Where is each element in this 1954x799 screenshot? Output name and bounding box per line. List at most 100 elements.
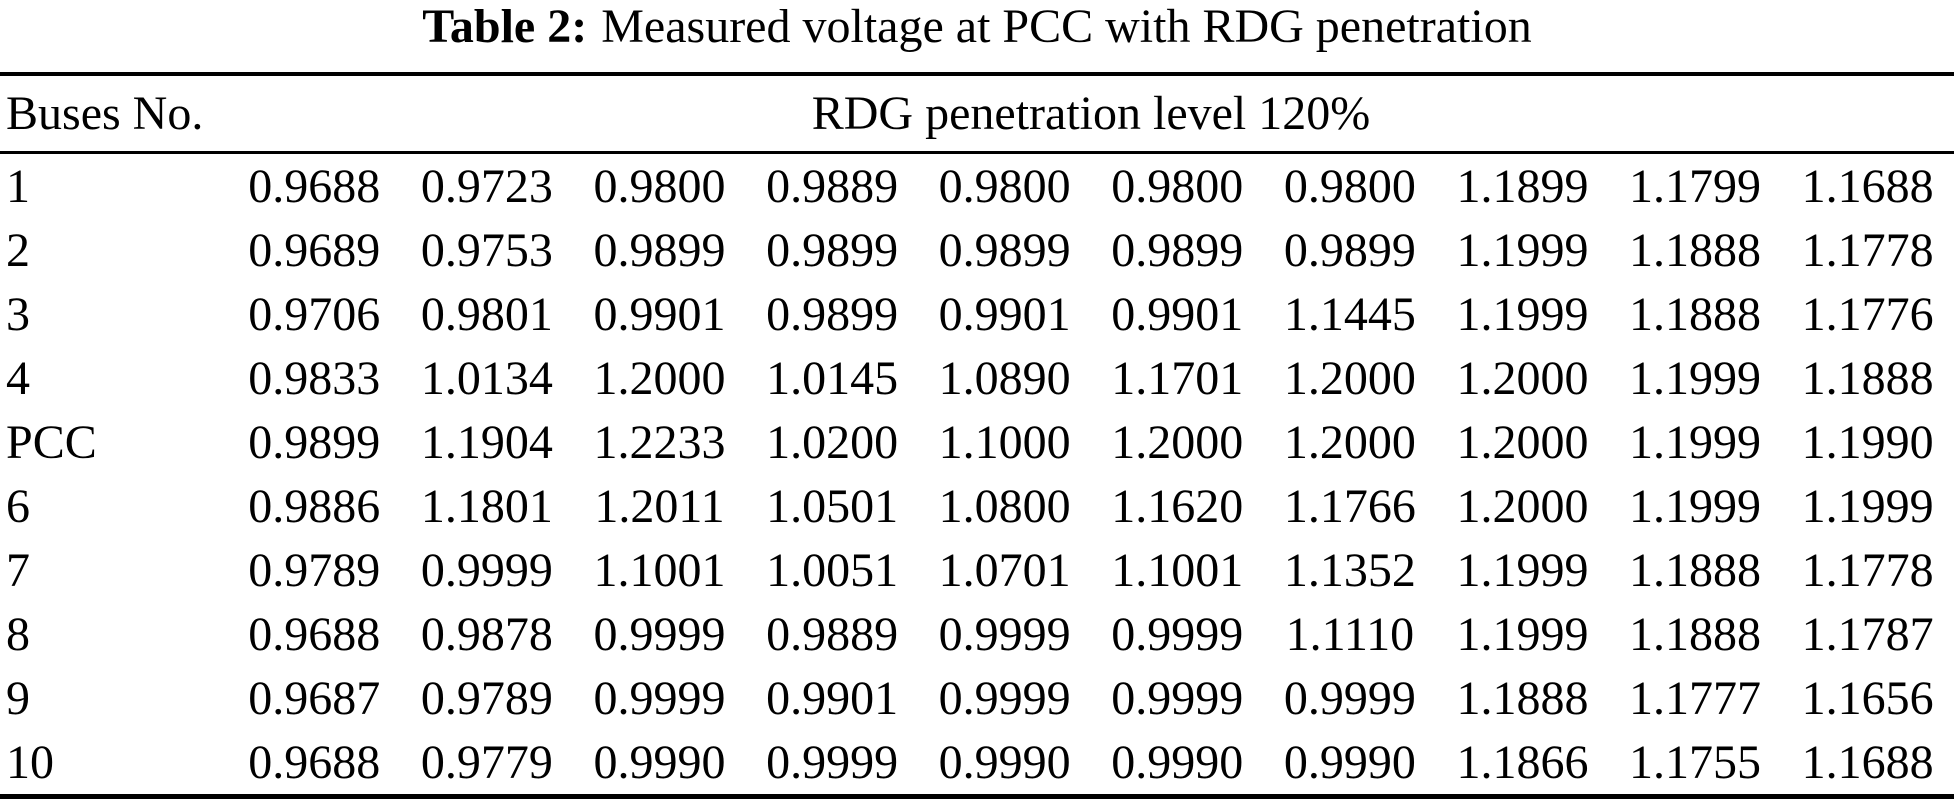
voltage-cell: 1.1888 bbox=[1801, 351, 1934, 405]
voltage-cell: 1.0501 bbox=[766, 479, 899, 533]
voltage-cell: 0.9999 bbox=[938, 671, 1071, 725]
voltage-cell: 0.9878 bbox=[420, 607, 553, 661]
table-row: 1 0.9688 0.9723 0.9800 0.9889 0.9800 0.9800 0.9… bbox=[0, 153, 1954, 219]
voltage-cell: 0.9899 bbox=[1111, 223, 1244, 277]
table-header: Buses No. RDG penetration level 120% bbox=[0, 74, 1954, 154]
voltage-cell: 0.9999 bbox=[1111, 607, 1244, 661]
voltage-cell: 0.9688 bbox=[248, 607, 381, 661]
voltage-cell: 1.1999 bbox=[1456, 607, 1589, 661]
voltage-cell: 0.9999 bbox=[593, 671, 726, 725]
voltage-cell: 0.9990 bbox=[593, 735, 726, 789]
voltage-cell: 1.1999 bbox=[1456, 223, 1589, 277]
voltage-cell: 0.9901 bbox=[1111, 287, 1244, 341]
column-header-rdg-penetration: RDG penetration level 120% bbox=[228, 74, 1954, 154]
voltage-cell: 1.2000 bbox=[1456, 479, 1589, 533]
voltage-cell: 1.1801 bbox=[420, 479, 553, 533]
voltage-cell: 1.1999 bbox=[1801, 479, 1934, 533]
voltage-cell: 1.0134 bbox=[420, 351, 553, 405]
voltage-cell: 0.9687 bbox=[248, 671, 381, 725]
bus-label: 10 bbox=[6, 735, 54, 789]
voltage-cell: 0.9688 bbox=[248, 159, 381, 213]
voltage-cell: 1.2000 bbox=[1456, 415, 1589, 469]
voltage-cell: 1.1999 bbox=[1456, 287, 1589, 341]
voltage-cell: 1.0051 bbox=[766, 543, 899, 597]
voltage-cell: 0.9999 bbox=[1111, 671, 1244, 725]
voltage-cell: 0.9789 bbox=[248, 543, 381, 597]
table-caption-label: Table 2: bbox=[422, 0, 588, 53]
voltage-cell: 0.9800 bbox=[938, 159, 1071, 213]
voltage-cell: 1.1688 bbox=[1801, 159, 1934, 213]
bus-label: PCC bbox=[6, 415, 97, 469]
voltage-cell: 1.1787 bbox=[1801, 607, 1934, 661]
bus-label: 1 bbox=[6, 159, 30, 213]
voltage-cell: 0.9899 bbox=[248, 415, 381, 469]
voltage-cell: 1.1999 bbox=[1629, 415, 1762, 469]
voltage-cell: 0.9901 bbox=[593, 287, 726, 341]
voltage-cell: 1.1799 bbox=[1629, 159, 1762, 213]
voltage-cell: 0.9990 bbox=[938, 735, 1071, 789]
table-row: PCC 0.9899 1.1904 1.2233 1.0200 1.1000 1.2000 1… bbox=[0, 410, 1954, 474]
voltage-cell: 0.9688 bbox=[248, 735, 381, 789]
voltage-cell: 1.1656 bbox=[1801, 671, 1934, 725]
voltage-cell: 1.1888 bbox=[1456, 671, 1589, 725]
voltage-cell: 1.2000 bbox=[593, 351, 726, 405]
voltage-cell: 1.2011 bbox=[594, 479, 725, 533]
voltage-cell: 0.9899 bbox=[766, 223, 899, 277]
voltage-cell: 0.9886 bbox=[248, 479, 381, 533]
voltage-cell: 1.1701 bbox=[1111, 351, 1244, 405]
column-header-buses: Buses No. bbox=[0, 74, 228, 154]
voltage-cell: 1.0800 bbox=[938, 479, 1071, 533]
voltage-cell: 0.9899 bbox=[1283, 223, 1416, 277]
table-row: 4 0.9833 1.0134 1.2000 1.0145 1.0890 1.1701 1.2… bbox=[0, 346, 1954, 410]
voltage-cell: 0.9999 bbox=[593, 607, 726, 661]
voltage-cell: 1.0701 bbox=[938, 543, 1071, 597]
voltage-cell: 1.2000 bbox=[1283, 351, 1416, 405]
voltage-cell: 0.9901 bbox=[938, 287, 1071, 341]
bus-label: 2 bbox=[6, 223, 30, 277]
voltage-cell: 0.9801 bbox=[420, 287, 553, 341]
voltage-cell: 1.1778 bbox=[1801, 223, 1934, 277]
bus-label: 4 bbox=[6, 351, 30, 405]
voltage-cell: 1.2000 bbox=[1283, 415, 1416, 469]
voltage-table: Buses No. RDG penetration level 120% 1 0.… bbox=[0, 72, 1954, 799]
voltage-cell: 0.9833 bbox=[248, 351, 381, 405]
voltage-cell: 1.1445 bbox=[1283, 287, 1416, 341]
voltage-cell: 0.9999 bbox=[938, 607, 1071, 661]
bus-label: 9 bbox=[6, 671, 30, 725]
voltage-cell: 0.9990 bbox=[1111, 735, 1244, 789]
voltage-cell: 0.9800 bbox=[1111, 159, 1244, 213]
bus-label: 3 bbox=[6, 287, 30, 341]
voltage-cell: 0.9753 bbox=[420, 223, 553, 277]
table-caption-text: Measured voltage at PCC with RDG penetra… bbox=[601, 0, 1532, 53]
voltage-cell: 0.9889 bbox=[766, 607, 899, 661]
voltage-cell: 1.1904 bbox=[420, 415, 553, 469]
voltage-cell: 0.9779 bbox=[420, 735, 553, 789]
voltage-cell: 0.9706 bbox=[248, 287, 381, 341]
voltage-cell: 1.1888 bbox=[1629, 543, 1762, 597]
table-row: 8 0.9688 0.9878 0.9999 0.9889 0.9999 0.9999 1.1… bbox=[0, 602, 1954, 666]
voltage-cell: 0.9899 bbox=[593, 223, 726, 277]
voltage-cell: 1.0145 bbox=[766, 351, 899, 405]
voltage-cell: 1.1001 bbox=[593, 543, 726, 597]
voltage-cell: 1.1888 bbox=[1629, 223, 1762, 277]
table-body: 1 0.9688 0.9723 0.9800 0.9889 0.9800 0.9800 0.9… bbox=[0, 153, 1954, 797]
voltage-cell: 1.1888 bbox=[1629, 607, 1762, 661]
voltage-cell: 0.9723 bbox=[420, 159, 553, 213]
voltage-cell: 0.9789 bbox=[420, 671, 553, 725]
voltage-cell: 0.9999 bbox=[420, 543, 553, 597]
voltage-cell: 1.1888 bbox=[1629, 287, 1762, 341]
voltage-cell: 0.9800 bbox=[593, 159, 726, 213]
voltage-cell: 1.1999 bbox=[1456, 543, 1589, 597]
table-row: 6 0.9886 1.1801 1.2011 1.0501 1.0800 1.1620 1.1… bbox=[0, 474, 1954, 538]
voltage-cell: 1.1001 bbox=[1111, 543, 1244, 597]
voltage-cell: 1.1755 bbox=[1629, 735, 1762, 789]
voltage-cell: 1.1999 bbox=[1629, 479, 1762, 533]
voltage-cell: 0.9901 bbox=[766, 671, 899, 725]
voltage-cell: 1.0890 bbox=[938, 351, 1071, 405]
voltage-cell: 1.1777 bbox=[1629, 671, 1762, 725]
bus-label: 8 bbox=[6, 607, 30, 661]
voltage-cell: 1.1866 bbox=[1456, 735, 1589, 789]
voltage-cell: 1.1000 bbox=[938, 415, 1071, 469]
voltage-cell: 1.2000 bbox=[1111, 415, 1244, 469]
table-row: 10 0.9688 0.9779 0.9990 0.9999 0.9990 0.9990 0.… bbox=[0, 730, 1954, 797]
